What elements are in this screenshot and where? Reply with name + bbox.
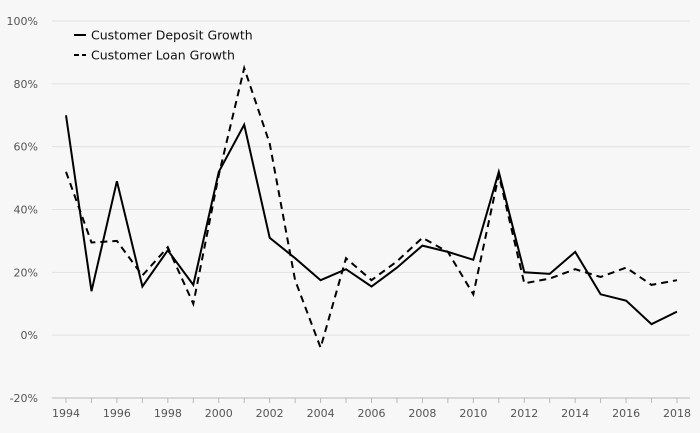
series-line-deposit-growth bbox=[65, 115, 678, 326]
y-tick-label: 0% bbox=[21, 329, 38, 342]
legend-label: Customer Loan Growth bbox=[91, 48, 235, 63]
x-tick-label: 2004 bbox=[307, 407, 335, 420]
x-tick-label: 1998 bbox=[154, 407, 182, 420]
x-tick-label: 2006 bbox=[358, 407, 386, 420]
x-tick-label: 1994 bbox=[52, 407, 80, 420]
y-tick-label: 40% bbox=[14, 204, 38, 217]
legend-label: Customer Deposit Growth bbox=[91, 28, 253, 43]
x-tick-label: 2016 bbox=[612, 407, 640, 420]
x-axis bbox=[52, 397, 690, 403]
series-lines bbox=[65, 64, 678, 351]
series-line-loan-growth bbox=[65, 64, 678, 351]
x-tick-label: 2002 bbox=[256, 407, 284, 420]
y-tick-label: 80% bbox=[14, 78, 38, 91]
x-tick-label: 2018 bbox=[663, 407, 691, 420]
y-axis-tick-labels: -20% 0% 20% 40% 60% 80% 100% bbox=[7, 15, 38, 405]
x-tick-label: 2012 bbox=[510, 407, 538, 420]
x-tick-label: 1996 bbox=[103, 407, 131, 420]
x-tick-label: 2010 bbox=[459, 407, 487, 420]
gridlines bbox=[52, 20, 690, 336]
y-tick-label: 20% bbox=[14, 266, 38, 279]
legend: Customer Deposit Growth Customer Loan Gro… bbox=[74, 28, 253, 63]
x-axis-tick-labels: 1994 1996 1998 2000 2002 2004 2006 2008 2010 2012… bbox=[52, 407, 691, 420]
x-tick-label: 2014 bbox=[561, 407, 589, 420]
y-tick-label: -20% bbox=[10, 392, 38, 405]
x-tick-label: 2008 bbox=[408, 407, 436, 420]
x-tick-label: 2000 bbox=[205, 407, 233, 420]
y-tick-label: 100% bbox=[7, 15, 38, 28]
y-tick-label: 60% bbox=[14, 141, 38, 154]
